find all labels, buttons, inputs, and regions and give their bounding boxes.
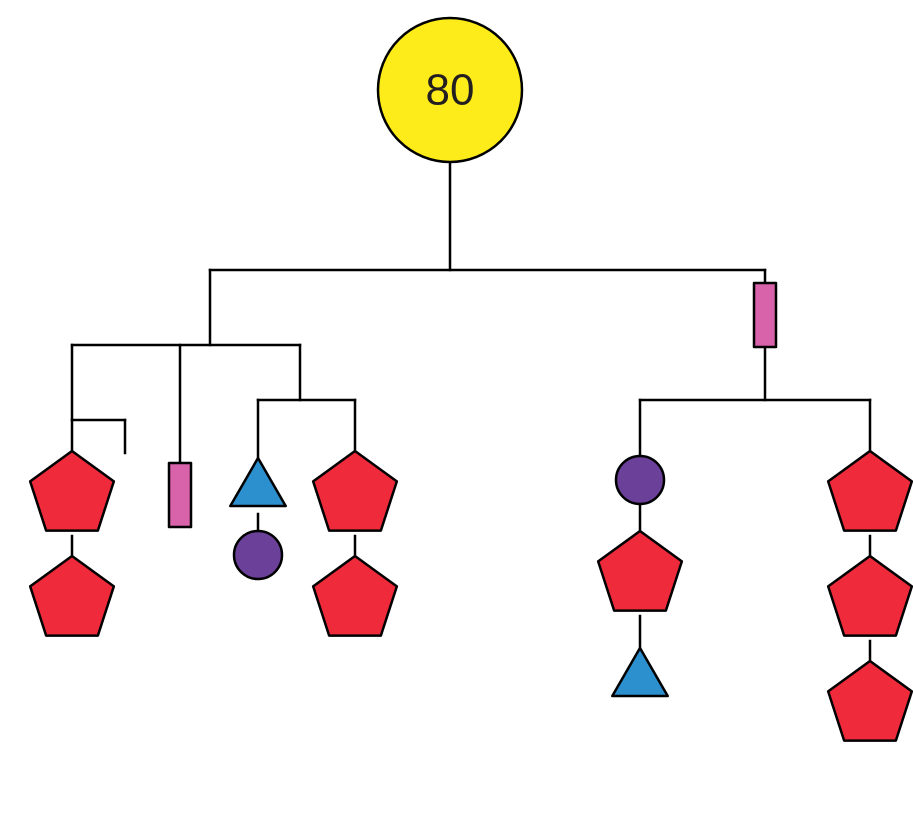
node-n6a <box>828 451 912 531</box>
node-n1b <box>30 556 114 636</box>
node-rRect <box>754 283 776 347</box>
node-n5b <box>598 531 682 611</box>
node-n4a <box>313 451 397 531</box>
node-n3a <box>230 458 285 506</box>
nodes-layer: 80 <box>30 18 912 741</box>
root-label: 80 <box>426 66 475 115</box>
edges-layer <box>72 162 870 663</box>
node-n2 <box>169 463 191 527</box>
node-n1a <box>30 451 114 531</box>
node-n6b <box>828 556 912 636</box>
node-n3b <box>234 531 282 579</box>
node-n5a <box>616 456 664 504</box>
tree-diagram: 80 <box>0 0 913 825</box>
node-n4b <box>313 556 397 636</box>
node-n5c <box>612 648 667 696</box>
node-n6c <box>828 661 912 741</box>
